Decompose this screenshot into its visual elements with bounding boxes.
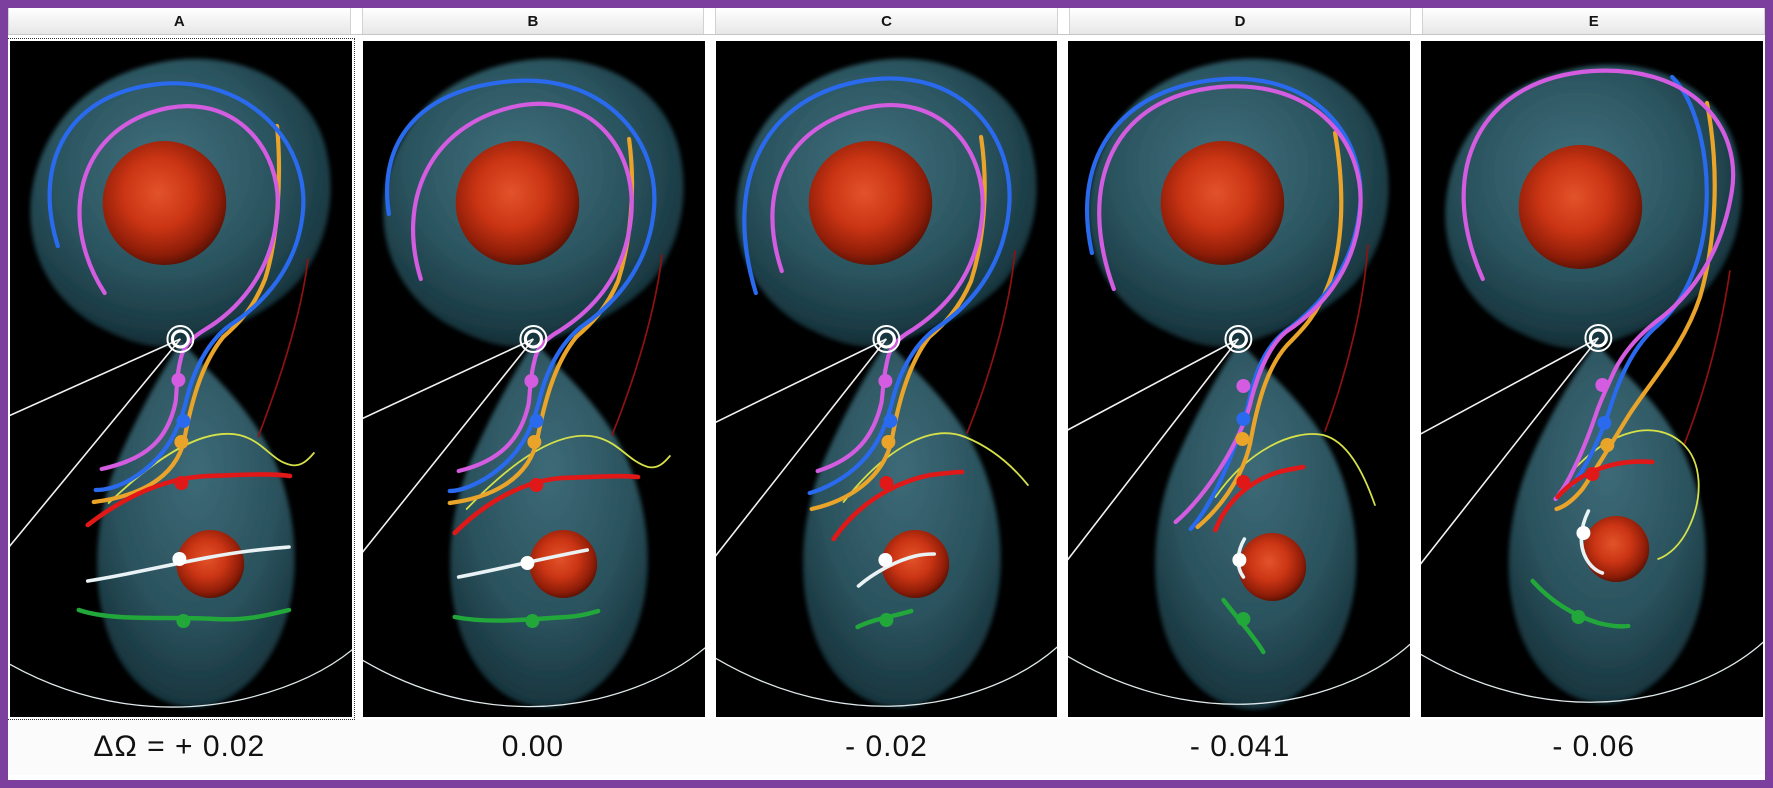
- header-cell-c: C: [715, 8, 1058, 34]
- stream-magenta: [1097, 84, 1364, 525]
- stream-magenta: [1461, 68, 1736, 502]
- caption-panel-e: - 0.06: [1552, 730, 1636, 763]
- stream-green: [1221, 597, 1266, 655]
- stream-magenta: [410, 101, 634, 474]
- stream-red: [452, 473, 641, 536]
- stream-white: [856, 552, 936, 588]
- header-cell-e: E: [1422, 8, 1765, 34]
- pointer-lines: [362, 338, 534, 553]
- pointer-lines: [1421, 337, 1600, 565]
- header-cell-a: A: [8, 8, 351, 34]
- stream-magenta: [77, 104, 280, 472]
- stream-green: [76, 607, 292, 622]
- stream-orange: [1554, 100, 1718, 512]
- stream-red: [1555, 459, 1655, 500]
- orbit-arc: [715, 645, 1058, 707]
- stream-darkred: [1324, 244, 1370, 432]
- particle-markers: [520, 374, 544, 628]
- stream-yellow: [1569, 429, 1700, 560]
- stream-white: [85, 545, 291, 583]
- stream-red: [830, 469, 965, 542]
- l1-marker-icon: [519, 325, 548, 353]
- secondary-star-sphere: [1583, 516, 1650, 582]
- caption-panel-a: ΔΩ = + 0.02: [93, 730, 266, 763]
- panel-image-c[interactable]: [715, 41, 1058, 717]
- stream-blue: [384, 78, 657, 494]
- caption-panel-b: 0.00: [501, 730, 565, 763]
- l1-marker-icon: [1584, 324, 1613, 352]
- l1-marker-icon: [872, 325, 900, 353]
- primary-star-sphere: [808, 141, 932, 265]
- stream-green: [1530, 578, 1631, 629]
- stream-yellow: [107, 432, 315, 504]
- stream-yellow: [842, 432, 1029, 503]
- primary-star-sphere: [102, 141, 227, 265]
- particle-markers: [878, 374, 897, 627]
- stream-red: [85, 472, 293, 528]
- orbit-arc: [1068, 643, 1411, 705]
- panel-image-a[interactable]: [8, 38, 355, 720]
- orbit-arc: [362, 647, 705, 708]
- stream-orange: [1195, 130, 1344, 530]
- header-strip: A B C D E: [8, 8, 1765, 35]
- pointer-lines: [715, 338, 887, 557]
- caption-strip: ΔΩ = + 0.02 0.00 - 0.02 - 0.041 - 0.06: [8, 719, 1765, 775]
- primary-star-sphere: [455, 141, 580, 265]
- stream-darkred: [965, 250, 1016, 434]
- stream-magenta: [769, 103, 985, 474]
- particle-markers: [1232, 379, 1251, 626]
- orbit-arc: [1421, 641, 1763, 703]
- panel-image-d[interactable]: [1068, 41, 1411, 717]
- pointer-lines: [10, 338, 182, 548]
- donor-lobe-shape: [449, 341, 648, 708]
- stream-darkred: [257, 258, 309, 438]
- stream-darkred: [1683, 270, 1731, 446]
- header-cell-b: B: [361, 8, 705, 34]
- panel-image-e[interactable]: [1421, 41, 1763, 717]
- particle-markers: [1571, 378, 1615, 624]
- primary-star-sphere: [1161, 141, 1285, 265]
- caption-panel-c: - 0.02: [845, 730, 928, 763]
- secondary-star-sphere: [529, 530, 597, 598]
- stream-white: [1579, 509, 1605, 575]
- stream-red: [1213, 464, 1306, 533]
- l1-marker-icon: [166, 325, 195, 353]
- donor-lobe-shape: [802, 341, 1001, 708]
- secondary-star-sphere: [1238, 533, 1307, 601]
- primary-star-sphere: [1518, 145, 1643, 269]
- orbit-arc: [10, 649, 352, 708]
- stream-yellow: [465, 434, 671, 510]
- header-cell-d: D: [1068, 8, 1412, 34]
- particle-markers: [171, 373, 191, 628]
- secondary-star-sphere: [176, 530, 245, 598]
- l1-marker-icon: [1224, 325, 1253, 353]
- secondary-star-sphere: [881, 530, 949, 598]
- panel-image-b[interactable]: [362, 41, 705, 717]
- stream-green: [452, 608, 601, 623]
- pointer-lines: [1068, 338, 1240, 561]
- stream-blue: [47, 81, 306, 493]
- donor-lobe-shape: [1155, 341, 1357, 710]
- stream-darkred: [611, 254, 663, 436]
- panels-row: [8, 35, 1765, 720]
- caption-panel-d: - 0.041: [1189, 730, 1291, 763]
- stream-blue: [741, 76, 1012, 496]
